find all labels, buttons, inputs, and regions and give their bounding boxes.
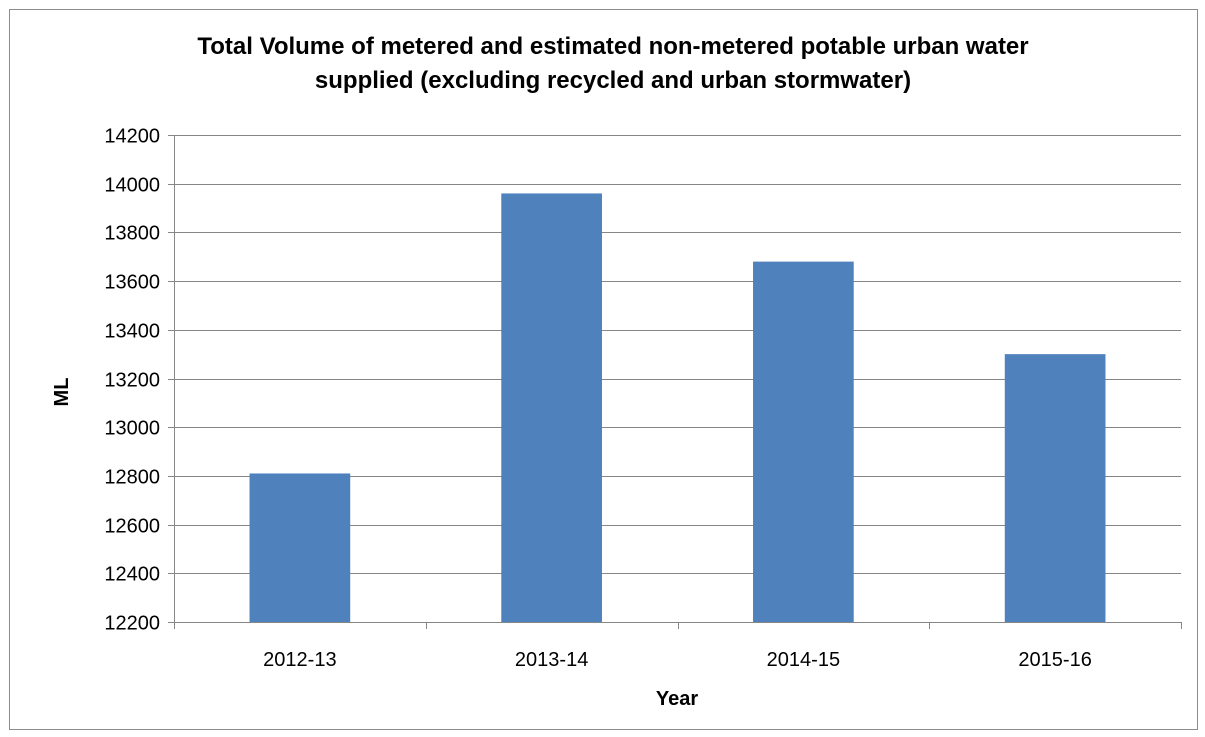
bar-2012-13: [250, 473, 351, 622]
chart-title-line-1: Total Volume of metered and estimated no…: [197, 33, 1028, 60]
y-tick-labels: 12200 12400 12600 12800 13000 13200 13400 13600…: [104, 126, 160, 635]
bar-2015-16: [1005, 354, 1106, 622]
y-tick-label: 12200: [104, 613, 160, 635]
chart-title: Total Volume of metered and estimated no…: [197, 33, 1028, 94]
x-axis-title: Year: [656, 688, 698, 710]
y-axis-title: ML: [51, 378, 73, 407]
y-tick-label: 13200: [104, 370, 160, 392]
x-tick-label: 2013-14: [515, 649, 588, 671]
y-tick-label: 14000: [104, 175, 160, 197]
bars: [250, 193, 1106, 622]
chart-title-line-2: supplied (excluding recycled and urban s…: [315, 67, 911, 94]
bar-2013-14: [501, 193, 602, 622]
y-tick-label: 12400: [104, 564, 160, 586]
y-tick-label: 14200: [104, 126, 160, 148]
y-tick-label: 13000: [104, 418, 160, 440]
y-tick-label: 13800: [104, 223, 160, 245]
x-tick-label: 2015-16: [1018, 649, 1091, 671]
bar-2014-15: [753, 262, 854, 622]
x-tick-labels: 2012-13 2013-14 2014-15 2015-16: [263, 649, 1092, 671]
y-tick-label: 12600: [104, 516, 160, 538]
y-tick-label: 13400: [104, 321, 160, 343]
y-tick-label: 13600: [104, 272, 160, 294]
x-tick-label: 2012-13: [263, 649, 336, 671]
x-tick-label: 2014-15: [767, 649, 840, 671]
y-tick-label: 12800: [104, 467, 160, 489]
